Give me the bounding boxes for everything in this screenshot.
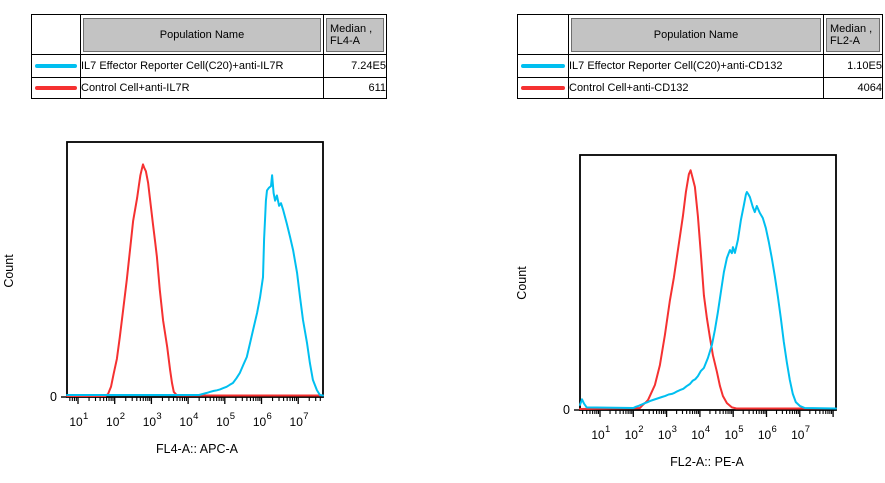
x-tick-label-exponent: 2 — [120, 411, 125, 422]
x-tick-label-exponent: 1 — [83, 411, 88, 422]
x-tick-label-exponent: 4 — [705, 424, 710, 435]
swatch-header-cell — [31, 14, 81, 55]
x-tick-label-exponent: 3 — [156, 411, 161, 422]
median-value: 611 — [323, 77, 387, 99]
series-curve-reporter — [579, 191, 837, 410]
y-axis-label: Count — [515, 266, 529, 300]
stats-table-right: Population Name Median , FL2-A IL7 Effec… — [517, 14, 883, 99]
x-tick-label-base: 10 — [625, 428, 639, 442]
series-color-swatch-red — [521, 86, 565, 90]
population-header: Population Name — [571, 17, 821, 52]
series-color-swatch-cyan — [35, 64, 77, 68]
x-tick-label-base: 10 — [691, 428, 705, 442]
x-tick-label-exponent: 6 — [267, 411, 272, 422]
population-header: Population Name — [83, 17, 321, 52]
x-axis-label: FL2-A:: PE-A — [670, 455, 744, 469]
plot-frame — [66, 141, 324, 398]
population-name: Control Cell+anti-CD132 — [568, 77, 824, 99]
median-value: 4064 — [823, 77, 883, 99]
x-tick-label-exponent: 7 — [303, 411, 308, 422]
x-tick-label-base: 10 — [216, 415, 230, 429]
series-curve-control — [66, 163, 324, 397]
y-zero-label: 0 — [50, 390, 57, 404]
x-tick-label-exponent: 5 — [230, 411, 235, 422]
swatch-header-cell — [517, 14, 569, 55]
population-header-cell: Population Name — [568, 14, 824, 55]
x-tick-label-exponent: 3 — [672, 424, 677, 435]
x-tick-label-exponent: 6 — [772, 424, 777, 435]
x-tick-label-base: 10 — [591, 428, 605, 442]
median-header-cell: Median , FL4-A — [323, 14, 387, 55]
x-tick-label-base: 10 — [143, 415, 157, 429]
table-row: Control Cell+anti-IL7R 611 — [31, 77, 387, 99]
median-header-line2: FL4-A — [330, 34, 360, 47]
x-tick-label-base: 10 — [658, 428, 672, 442]
series-curve-control — [579, 169, 837, 410]
series-color-swatch-cyan — [521, 64, 565, 68]
x-tick-label-base: 10 — [758, 428, 772, 442]
median-value: 7.24E5 — [323, 54, 387, 78]
population-name: IL7 Effector Reporter Cell(C20)+anti-IL7… — [80, 54, 324, 78]
x-tick-label-base: 10 — [69, 415, 83, 429]
x-tick-label-base: 10 — [791, 428, 805, 442]
y-axis-label: Count — [2, 254, 16, 288]
median-header-line1: Median , — [830, 22, 873, 35]
x-tick-label-exponent: 4 — [193, 411, 198, 422]
table-header-row: Population Name Median , FL2-A — [517, 14, 883, 55]
x-tick-label-base: 10 — [725, 428, 739, 442]
x-tick-label-base: 10 — [179, 415, 193, 429]
table-row: IL7 Effector Reporter Cell(C20)+anti-IL7… — [31, 54, 387, 78]
stats-table-left: Population Name Median , FL4-A IL7 Effec… — [31, 14, 387, 99]
plot-frame — [579, 154, 837, 411]
x-axis-label: FL4-A:: APC-A — [156, 442, 239, 456]
median-value: 1.10E5 — [823, 54, 883, 78]
x-tick-label-exponent: 5 — [738, 424, 743, 435]
x-tick-label-base: 10 — [290, 415, 304, 429]
population-name: Control Cell+anti-IL7R — [80, 77, 324, 99]
x-tick-label-base: 10 — [106, 415, 120, 429]
y-zero-label: 0 — [563, 403, 570, 417]
median-header-line1: Median , — [330, 22, 373, 35]
table-row: Control Cell+anti-CD132 4064 — [517, 77, 883, 99]
median-header-line2: FL2-A — [830, 34, 860, 47]
x-tick-label-base: 10 — [253, 415, 267, 429]
x-tick-label-exponent: 7 — [805, 424, 810, 435]
population-header-cell: Population Name — [80, 14, 324, 55]
median-header-cell: Median , FL2-A — [823, 14, 883, 55]
table-row: IL7 Effector Reporter Cell(C20)+anti-CD1… — [517, 54, 883, 78]
x-tick-label-exponent: 2 — [638, 424, 643, 435]
series-curve-reporter — [66, 174, 324, 397]
table-header-row: Population Name Median , FL4-A — [31, 14, 387, 55]
population-name: IL7 Effector Reporter Cell(C20)+anti-CD1… — [568, 54, 824, 78]
series-color-swatch-red — [35, 86, 77, 90]
x-tick-label-exponent: 1 — [605, 424, 610, 435]
